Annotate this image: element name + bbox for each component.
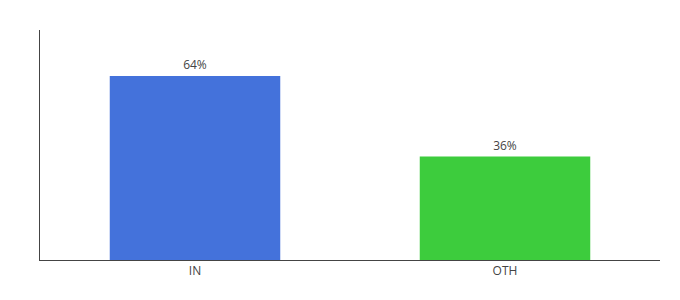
svg-text:OTH: OTH: [493, 262, 518, 279]
svg-text:36%: 36%: [493, 137, 517, 154]
svg-text:IN: IN: [189, 262, 201, 279]
svg-text:64%: 64%: [183, 56, 207, 73]
